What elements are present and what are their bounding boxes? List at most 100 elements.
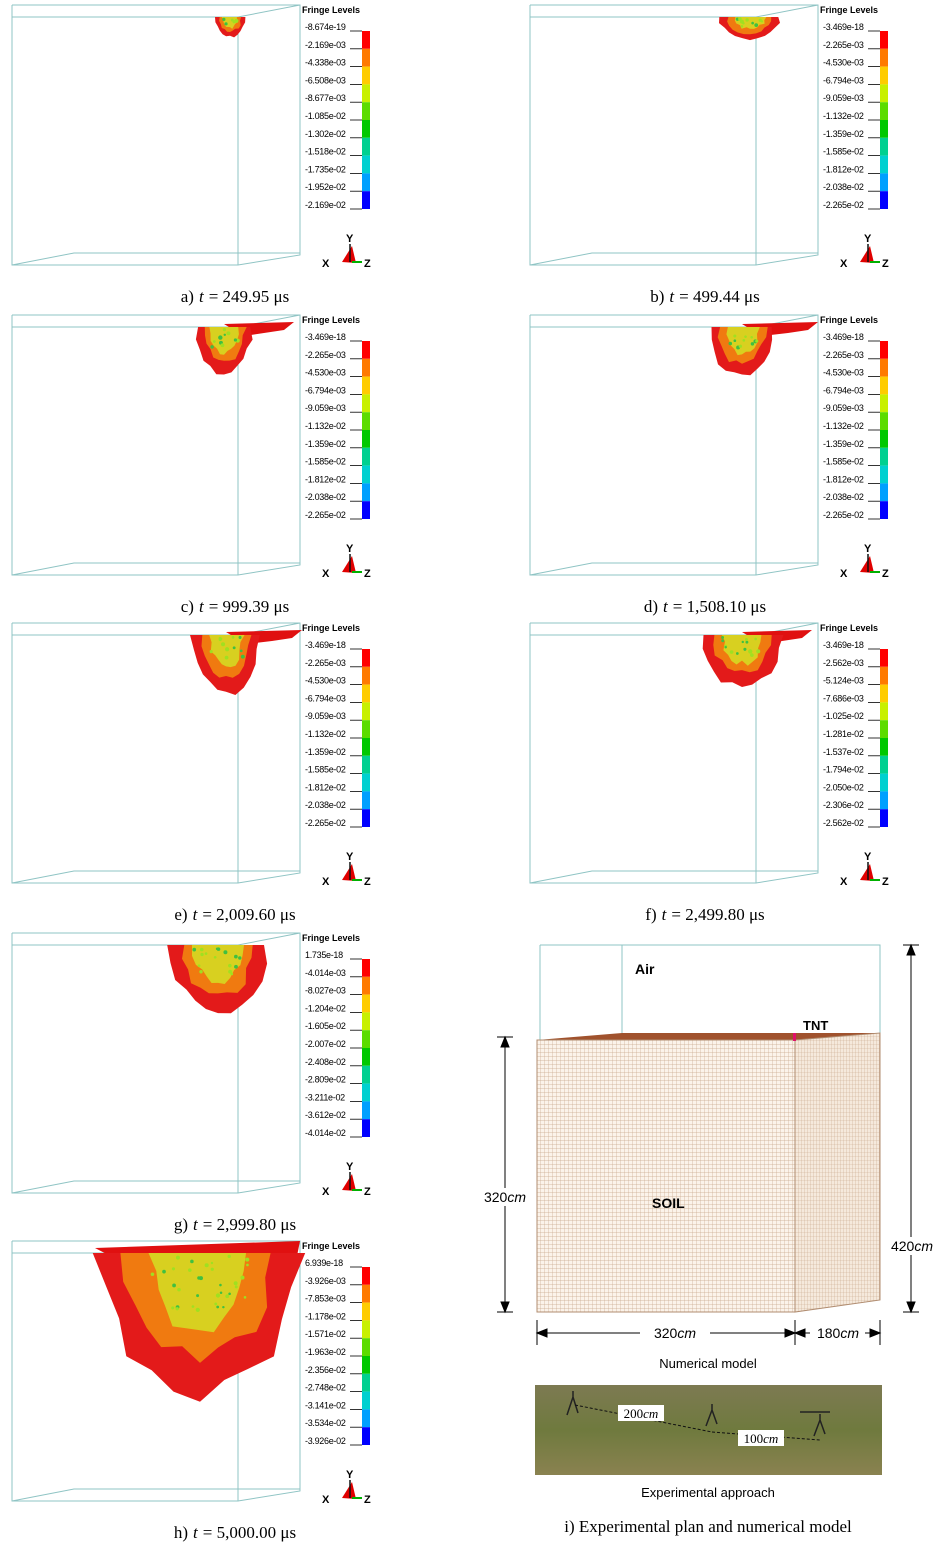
legend-level: -2.265e-02 [823,510,864,520]
legend-level: -1.585e-02 [305,765,346,775]
crater-speck [729,650,734,654]
legend-swatch [362,1101,370,1120]
soil-front [536,1039,796,1313]
crater-speck [234,964,238,969]
panel: Fringe Levels -3.469e-18 -2.265e-03 -4.530e… [11,314,371,580]
legend-level: -1.132e-02 [305,729,346,739]
crater-speck [231,635,235,639]
crater-speck [195,1307,200,1312]
crater-speck [243,1296,247,1299]
soil-label: SOIL [652,1195,685,1211]
panel: Fringe Levels 6.939e-18 -3.926e-03 -7.853e-… [11,1240,371,1506]
legend-level: -1.585e-02 [823,147,864,157]
dim-height-left: 320cm [484,1189,526,1205]
caption-label: d) [644,597,658,616]
crater-speck [172,1283,176,1288]
legend-level: -6.794e-03 [305,385,346,395]
crater-speck [210,1261,214,1265]
crater-inner [148,1253,246,1333]
crater-speck [721,636,724,639]
legend-swatch [362,684,370,703]
legend-title: Fringe Levels [820,5,878,15]
caption-label: e) [174,905,187,924]
caption-time: = 2,009.60 μs [202,905,295,924]
crater-speck [224,655,229,660]
legend-level: -1.359e-02 [305,439,346,449]
axis-label: X [840,258,848,270]
caption: f) t = 2,499.80 μs [645,905,764,924]
caption-time: = 1,508.10 μs [673,597,766,616]
legend-swatch [362,755,370,774]
dimension-lines [497,943,919,1345]
legend-level: -9.059e-03 [823,403,864,413]
legend-level: -1.132e-02 [823,111,864,121]
legend-level: -2.265e-03 [305,350,346,360]
triad-z [342,1482,356,1499]
photo-dim: 100cm [744,1431,779,1446]
photo-sensors [566,1391,830,1441]
legend-swatch [880,430,888,448]
legend-level: -1.518e-02 [305,147,346,157]
crater-speck [190,1259,194,1264]
crater-speck [738,344,743,348]
dim-bg [487,1188,527,1206]
legend-level: -1.605e-02 [305,1021,346,1031]
legend-swatch [880,684,888,703]
legend-swatch [362,84,370,103]
legend-level: -1.571e-02 [305,1329,346,1339]
legend-level: -4.014e-02 [305,1128,346,1138]
model-box [529,314,819,576]
caption-time: = 2,499.80 μs [671,905,764,924]
legend-level: -6.794e-03 [823,75,864,85]
legend-swatch [362,1373,370,1392]
legend-swatch [880,376,888,395]
caption-label: c) [181,597,194,616]
crater-speck [743,647,747,651]
crater-speck [245,1257,250,1262]
crater-speck [750,335,753,339]
crater-speck [171,1306,175,1310]
crater-speck [754,637,757,641]
crater-speck [150,1272,155,1277]
triad-z [342,864,356,881]
legend-level: -1.537e-02 [823,747,864,757]
crater-speck [750,653,754,657]
legend-swatch [880,394,888,413]
legend-swatch [362,1320,370,1339]
crater-speck [210,345,214,349]
legend-swatch [362,1427,370,1445]
photo-dim: 200cm [624,1406,659,1421]
crater-speck [744,335,747,338]
crater-inner [209,327,239,355]
soil-side [794,1032,881,1313]
dim-bg [618,1405,664,1421]
crater-speck [197,964,201,968]
crater-speck [758,18,762,22]
legend-level: -6.794e-03 [823,385,864,395]
crater-speck [748,649,753,654]
dim-bg [738,1430,784,1446]
legend-level: -4.530e-03 [823,368,864,378]
crater-speck [239,649,243,653]
panel: Fringe Levels -3.469e-18 -2.562e-03 -5.124e… [529,622,889,888]
legend-swatch [362,791,370,810]
crater-speck [197,1276,201,1280]
legend-swatch [362,394,370,413]
legend-level: -3.211e-02 [305,1092,345,1102]
legend-level: -1.812e-02 [823,164,864,174]
air-label: Air [635,961,655,977]
legend-level: 1.735e-18 [305,950,343,960]
legend-swatch [880,120,888,138]
legend-level: -1.281e-02 [823,729,864,739]
legend-level: -9.059e-03 [305,403,346,413]
legend-level: -4.530e-03 [305,676,346,686]
crater-speck [222,1305,225,1309]
legend-level: -2.408e-02 [305,1057,346,1067]
legend-level: -1.359e-02 [305,747,346,757]
legend-swatch [880,191,888,209]
legend-title: Fringe Levels [302,5,360,15]
crater-speck [754,23,759,28]
crater-speck [246,1263,249,1267]
legend-level: -3.612e-02 [305,1110,346,1120]
legend-swatch [362,358,370,377]
